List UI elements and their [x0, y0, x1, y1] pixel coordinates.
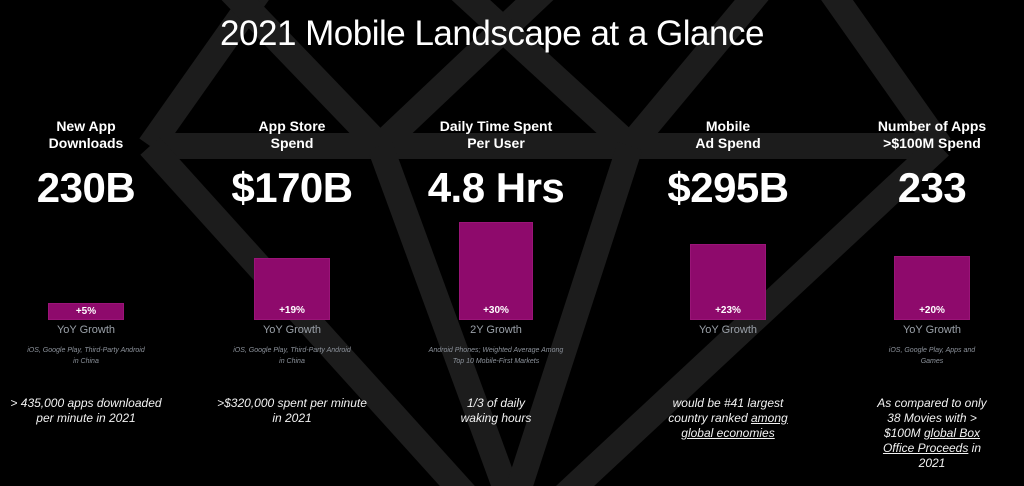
metric-label: New App Downloads [48, 118, 124, 151]
metric-label: App Store Spend [258, 118, 326, 151]
note-suffix: in 2021 [918, 441, 982, 470]
slide-title: 2021 Mobile Landscape at a Glance [220, 14, 764, 53]
metric-value: 233 [897, 164, 967, 211]
growth-bar: +19% [254, 258, 330, 320]
note-underlined-text: global Box Office Proceeds [882, 426, 981, 455]
source-note: iOS, Google Play, Third-Party Android in… [27, 347, 145, 365]
growth-pct: +5% [75, 306, 97, 317]
metric-label: Daily Time Spent Per User [439, 118, 553, 151]
metric-daily-time-spent-chart: +30% 2Y Growth Android Phones; Weighted … [396, 0, 596, 486]
metric-value: $295B [667, 164, 789, 211]
metric-app-store-spend: App Store Spend $170B [192, 118, 392, 212]
growth-bar: +23% [690, 244, 766, 320]
growth-bar: +5% [48, 303, 124, 320]
metric-mobile-ad-spend-chart: +23% YoY Growth would be #41 largest cou… [628, 0, 828, 486]
source-note: Android Phones; Weighted Average Among T… [428, 347, 564, 365]
context-note: > 435,000 apps downloaded per minute in … [10, 396, 162, 425]
bar-area: +19% [192, 210, 392, 320]
metric-label: Number of Apps >$100M Spend [877, 118, 987, 151]
note-text: would be #41 largest country ranked [668, 396, 784, 425]
growth-pct: +20% [919, 305, 945, 316]
growth-label: YoY Growth [902, 324, 962, 336]
context-note: would be #41 largest country ranked amon… [663, 396, 793, 441]
metric-value: $170B [231, 164, 353, 211]
metric-daily-time-spent: Daily Time Spent Per User 4.8 Hrs [396, 118, 596, 212]
source-note: iOS, Google Play, Third-Party Android in… [233, 347, 351, 365]
note-text: As compared to only 38 Movies with > $10… [877, 396, 987, 440]
metric-value: 230B [36, 164, 136, 211]
metric-label: Mobile Ad Spend [695, 118, 761, 151]
context-note: >$320,000 spent per minute in 2021 [217, 396, 367, 425]
growth-pct: +19% [279, 305, 305, 316]
growth-bar: +20% [894, 256, 970, 320]
metric-new-app-downloads: New App Downloads 230B [0, 118, 186, 212]
metric-value: 4.8 Hrs [427, 164, 565, 211]
growth-label: 2Y Growth [470, 324, 522, 336]
growth-label: YoY Growth [262, 324, 322, 336]
note-underlined-text: among global economies [681, 411, 788, 440]
metric-new-app-downloads-chart: +5% YoY Growth iOS, Google Play, Third-P… [0, 0, 186, 486]
growth-label: YoY Growth [698, 324, 758, 336]
bar-area: +23% [628, 210, 828, 320]
bar-area: +5% [0, 210, 186, 320]
context-note: 1/3 of daily waking hours [460, 396, 532, 425]
metric-apps-over-100m-chart: +20% YoY Growth iOS, Google Play, Apps a… [832, 0, 1024, 486]
bar-area: +30% [396, 210, 596, 320]
metric-mobile-ad-spend: Mobile Ad Spend $295B [628, 118, 828, 212]
growth-pct: +23% [715, 305, 741, 316]
source-note: iOS, Google Play, Apps and Games [888, 347, 976, 365]
metric-app-store-spend-chart: +19% YoY Growth iOS, Google Play, Third-… [192, 0, 392, 486]
growth-bar: +30% [459, 222, 533, 320]
metric-apps-over-100m: Number of Apps >$100M Spend 233 [832, 118, 1024, 212]
growth-pct: +30% [483, 305, 509, 316]
context-note: As compared to only 38 Movies with > $10… [870, 396, 994, 471]
growth-label: YoY Growth [56, 324, 116, 336]
bar-area: +20% [832, 210, 1024, 320]
